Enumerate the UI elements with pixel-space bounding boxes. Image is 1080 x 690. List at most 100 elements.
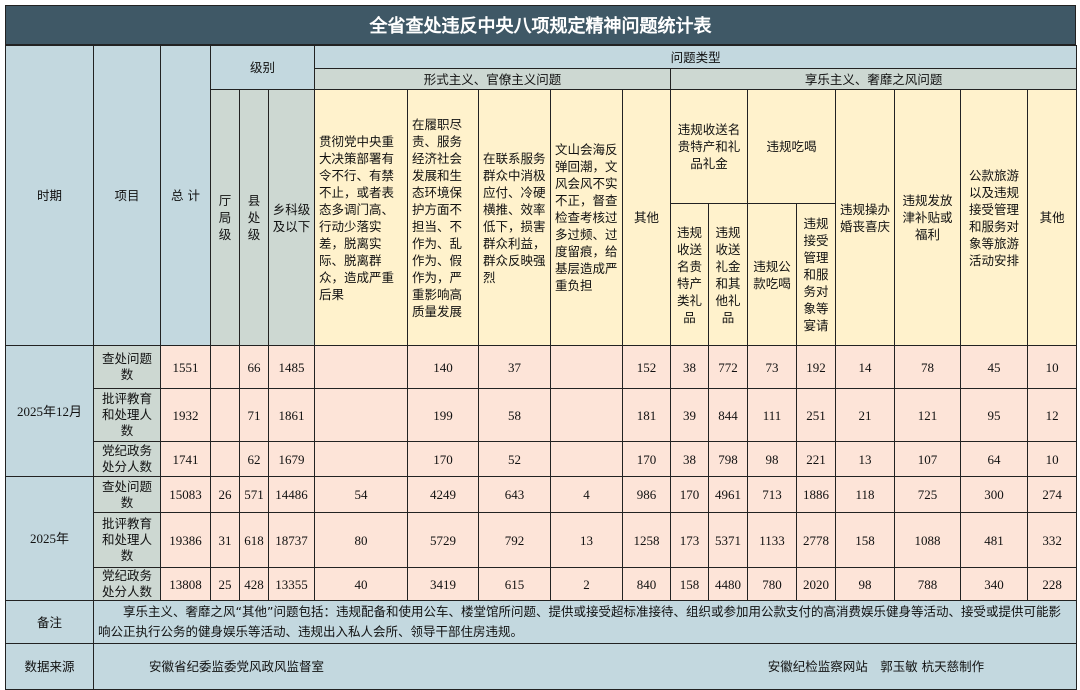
value-cell: 71 bbox=[239, 388, 269, 442]
value-cell: 170 bbox=[407, 441, 480, 477]
value-cell: 1088 bbox=[894, 512, 962, 568]
header-formalism: 形式主义、官僚主义问题 bbox=[314, 68, 672, 90]
value-cell: 181 bbox=[622, 388, 672, 442]
value-cell: 38 bbox=[670, 441, 710, 477]
header-hedonism-other: 其他 bbox=[1027, 89, 1078, 346]
value-cell: 13 bbox=[835, 441, 896, 477]
value-cell: 1932 bbox=[160, 388, 211, 442]
value-cell: 192 bbox=[796, 345, 837, 389]
value-cell: 4480 bbox=[708, 567, 749, 601]
value-cell: 844 bbox=[708, 388, 749, 442]
value-cell: 4249 bbox=[407, 476, 480, 513]
value-cell: 1741 bbox=[160, 441, 211, 477]
value-cell: 19386 bbox=[160, 512, 211, 568]
value-cell: 118 bbox=[835, 476, 896, 513]
header-dining-banquet: 违规接受管理和服务对象等宴请 bbox=[796, 203, 837, 346]
header-item: 项目 bbox=[93, 45, 161, 346]
value-cell: 1679 bbox=[267, 441, 316, 477]
value-cell: 10 bbox=[1027, 345, 1078, 389]
header-dining-public: 违规公款吃喝 bbox=[747, 203, 798, 346]
value-cell: 571 bbox=[239, 476, 269, 513]
value-cell: 274 bbox=[1027, 476, 1078, 513]
header-gift-group: 违规收送名贵特产和礼品礼金 bbox=[670, 89, 749, 204]
table-row: 2025年12月 查处问题数 1551 66 1485 140 37 152 38 772 73 19… bbox=[5, 345, 1078, 477]
value-cell: 199 bbox=[407, 388, 480, 442]
table-row: 批评教育和处理人数 1932 71 1861 199 58 181 39 844 111 251 21… bbox=[6, 388, 1078, 442]
source-label: 数据来源 bbox=[5, 643, 94, 690]
value-cell: 615 bbox=[478, 567, 552, 601]
value-cell bbox=[550, 345, 624, 389]
item-cell: 查处问题数 bbox=[93, 345, 161, 389]
value-cell: 25 bbox=[210, 567, 240, 601]
value-cell: 26 bbox=[210, 476, 240, 513]
item-cell: 批评教育和处理人数 bbox=[93, 512, 161, 568]
header-dining-group: 违规吃喝 bbox=[747, 89, 837, 204]
header-problem-type: 问题类型 bbox=[314, 45, 1078, 69]
table-row: 党纪政务处分人数 1741 62 1679 170 52 170 38 798 98 221 13 10… bbox=[6, 441, 1078, 477]
header-gift-specialty: 违规收送名贵特产类礼品 bbox=[670, 203, 710, 346]
value-cell: 170 bbox=[622, 441, 672, 477]
value-cell: 58 bbox=[478, 388, 552, 442]
value-cell: 21 bbox=[835, 388, 896, 442]
value-cell: 111 bbox=[747, 388, 798, 442]
value-cell: 2 bbox=[550, 567, 624, 601]
table-row: 党纪政务处分人数 13808 25 428 13355 40 3419 615 2 840 158 4… bbox=[6, 567, 1078, 601]
value-cell: 13 bbox=[550, 512, 624, 568]
value-cell: 78 bbox=[894, 345, 962, 389]
value-cell bbox=[314, 388, 409, 442]
item-cell: 党纪政务处分人数 bbox=[93, 567, 161, 601]
value-cell: 38 bbox=[670, 345, 710, 389]
table-body: 2025年12月 查处问题数 1551 66 1485 140 37 152 38 772 73 19… bbox=[5, 345, 1078, 601]
value-cell: 2020 bbox=[796, 567, 837, 601]
value-cell: 121 bbox=[894, 388, 962, 442]
value-cell: 772 bbox=[708, 345, 749, 389]
value-cell: 713 bbox=[747, 476, 798, 513]
header-weddings-funerals: 违规操办婚丧喜庆 bbox=[835, 89, 896, 346]
value-cell: 40 bbox=[314, 567, 409, 601]
value-cell: 1133 bbox=[747, 512, 798, 568]
period-cell: 2025年12月 bbox=[5, 345, 94, 477]
value-cell: 173 bbox=[670, 512, 710, 568]
value-cell: 618 bbox=[239, 512, 269, 568]
value-cell: 62 bbox=[239, 441, 269, 477]
value-cell: 5729 bbox=[407, 512, 480, 568]
value-cell: 80 bbox=[314, 512, 409, 568]
value-cell: 2778 bbox=[796, 512, 837, 568]
value-cell: 1551 bbox=[160, 345, 211, 389]
value-cell bbox=[550, 441, 624, 477]
value-cell: 37 bbox=[478, 345, 552, 389]
table-row: 批评教育和处理人数 19386 31 618 18737 80 5729 792 13 1258 1… bbox=[6, 512, 1078, 568]
header-hedonism: 享乐主义、奢靡之风问题 bbox=[670, 68, 1078, 90]
value-cell: 251 bbox=[796, 388, 837, 442]
value-cell: 10 bbox=[1027, 441, 1078, 477]
value-cell: 788 bbox=[894, 567, 962, 601]
header-gift-money: 违规收送礼金和其他礼品 bbox=[708, 203, 749, 346]
header-formalism-4: 文山会海反弹回潮，文风会风不实不正，督查检查考核过多过频、过度留痕，给基层造成严… bbox=[550, 89, 624, 346]
value-cell: 1258 bbox=[622, 512, 672, 568]
header-total: 总 计 bbox=[160, 45, 211, 346]
value-cell: 1485 bbox=[267, 345, 316, 389]
header-level-ting: 厅局级 bbox=[210, 89, 240, 346]
header-travel: 公款旅游以及违规接受管理和服务对象等旅游活动安排 bbox=[960, 89, 1029, 346]
item-cell: 批评教育和处理人数 bbox=[93, 388, 161, 442]
value-cell: 31 bbox=[210, 512, 240, 568]
stats-table-container: 全省查处违反中央八项规定精神问题统计表 时期 项目 总 计 级别 问题类型 形式… bbox=[5, 5, 1078, 690]
value-cell: 52 bbox=[478, 441, 552, 477]
value-cell: 152 bbox=[622, 345, 672, 389]
value-cell: 798 bbox=[708, 441, 749, 477]
value-cell: 170 bbox=[670, 476, 710, 513]
value-cell: 221 bbox=[796, 441, 837, 477]
header-period: 时期 bbox=[5, 45, 94, 346]
value-cell: 300 bbox=[960, 476, 1029, 513]
value-cell: 332 bbox=[1027, 512, 1078, 568]
value-cell: 1861 bbox=[267, 388, 316, 442]
source-right: 安徽纪检监察网站 郭玉敏 杭天慈制作 bbox=[767, 659, 985, 674]
header-formalism-3: 在联系服务群众中消极应付、冷硬横推、效率低下，损害群众利益，群众反映强烈 bbox=[478, 89, 552, 346]
value-cell: 4961 bbox=[708, 476, 749, 513]
value-cell: 725 bbox=[894, 476, 962, 513]
value-cell: 39 bbox=[670, 388, 710, 442]
value-cell bbox=[210, 441, 240, 477]
value-cell: 98 bbox=[835, 567, 896, 601]
value-cell: 95 bbox=[960, 388, 1029, 442]
value-cell: 986 bbox=[622, 476, 672, 513]
